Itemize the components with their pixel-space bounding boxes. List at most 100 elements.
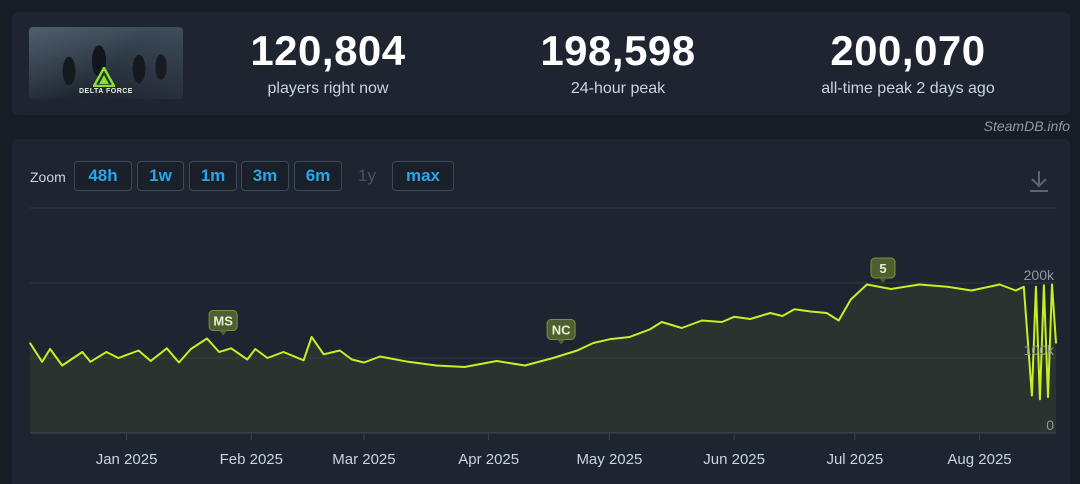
data-point — [322, 353, 325, 356]
data-point — [81, 351, 84, 353]
data-point — [1035, 285, 1037, 288]
data-point — [628, 336, 631, 338]
x-tick-label: Aug 2025 — [947, 451, 1011, 468]
x-tick-label: Jun 2025 — [703, 451, 765, 468]
data-point — [310, 336, 313, 338]
annotation-label: 5 — [879, 261, 886, 276]
data-point — [166, 347, 168, 350]
annotation-flag[interactable]: MS — [208, 310, 238, 336]
x-tick-label: Jul 2025 — [826, 451, 883, 468]
data-point — [218, 351, 220, 353]
data-point — [749, 318, 752, 320]
data-point — [946, 285, 949, 288]
data-point — [1014, 289, 1017, 292]
data-point — [435, 364, 438, 367]
data-point — [61, 364, 63, 367]
data-point — [660, 321, 663, 323]
stat-label: 24-hour peak — [570, 80, 666, 97]
stat-value: 120,804 — [250, 27, 406, 74]
data-point — [793, 308, 796, 311]
data-point — [648, 328, 651, 331]
x-tick-label: Feb 2025 — [220, 451, 283, 468]
data-point — [733, 315, 735, 318]
y-tick-label: 100k — [1024, 342, 1055, 358]
data-point — [206, 337, 208, 340]
chart-area — [30, 284, 1056, 433]
data-point — [363, 361, 365, 364]
data-point — [918, 283, 920, 286]
chart-card — [12, 139, 1070, 484]
zoom-1m-button[interactable]: 1m — [189, 161, 237, 191]
x-tick-label: Mar 2025 — [332, 451, 395, 468]
series-area — [30, 284, 1056, 433]
data-point — [524, 364, 526, 367]
data-point — [178, 361, 180, 364]
data-point — [117, 357, 120, 359]
annotation-flag[interactable]: 5 — [870, 257, 896, 283]
stat-value: 198,598 — [540, 27, 696, 74]
annotation-pointer — [219, 330, 228, 336]
delta-force-logo-icon — [93, 67, 115, 87]
data-point — [230, 347, 232, 350]
data-point — [339, 349, 341, 352]
game-art — [29, 27, 183, 99]
x-tick-label: Jan 2025 — [96, 451, 158, 468]
data-point — [809, 310, 812, 313]
data-point — [254, 348, 257, 350]
data-point — [266, 357, 269, 359]
data-point — [1023, 285, 1025, 288]
annotation-pointer — [878, 278, 887, 283]
chart-series — [29, 283, 1057, 401]
annotation-flag[interactable]: NC — [546, 319, 576, 345]
data-point — [721, 321, 723, 323]
stat-value: 200,070 — [830, 27, 986, 74]
data-point — [970, 289, 973, 292]
data-point — [89, 360, 92, 363]
zoom-3m-button[interactable]: 3m — [241, 161, 289, 191]
stat-label: players right now — [267, 80, 389, 97]
data-point — [576, 349, 578, 352]
data-point — [137, 349, 140, 352]
steamdb-credit[interactable]: SteamDB.info — [983, 118, 1070, 134]
zoom-label: Zoom — [30, 169, 66, 185]
stat-current-players: 120,804 players right now — [208, 29, 448, 98]
data-point — [850, 298, 852, 301]
data-point — [282, 351, 285, 353]
y-tick-label: 200k — [1024, 267, 1055, 283]
data-point — [608, 338, 611, 341]
data-point — [29, 342, 31, 344]
zoom-max-button[interactable]: max — [392, 161, 454, 191]
annotation-label: MS — [213, 314, 233, 329]
data-point — [379, 355, 381, 358]
data-point — [866, 283, 868, 286]
data-point — [1043, 284, 1045, 287]
x-tick-label: May 2025 — [576, 451, 642, 468]
data-point — [1047, 396, 1049, 398]
data-point — [701, 319, 703, 322]
chart-ticks: 0 100k 200k Jan 2025 Feb 2025 Mar 2025 Apr 202… — [96, 267, 1055, 468]
data-point — [681, 327, 683, 329]
chart-annotations: MS NC 5 — [208, 257, 896, 345]
data-point — [190, 348, 192, 350]
data-point — [149, 360, 152, 362]
data-point — [105, 351, 108, 353]
zoom-48h-button[interactable]: 48h — [74, 161, 132, 191]
zoom-1y-button: 1y — [358, 166, 376, 185]
stat-24h-peak: 198,598 24-hour peak — [498, 29, 738, 98]
data-point — [890, 288, 892, 290]
data-point — [246, 358, 249, 361]
stat-label: all-time peak 2 days ago — [821, 80, 995, 97]
data-point — [351, 358, 353, 361]
zoom-1w-button[interactable]: 1w — [137, 161, 184, 191]
stat-all-time-peak: 200,070 all-time peak 2 days ago — [788, 29, 1028, 98]
data-point — [769, 312, 772, 314]
data-point — [837, 319, 840, 322]
zoom-6m-button[interactable]: 6m — [294, 161, 342, 191]
download-icon[interactable] — [1027, 168, 1051, 194]
data-point — [463, 366, 466, 368]
data-point — [552, 357, 554, 359]
data-point — [1031, 394, 1033, 397]
game-thumbnail[interactable]: DELTA FORCE — [29, 27, 183, 99]
series-line — [29, 283, 1057, 401]
